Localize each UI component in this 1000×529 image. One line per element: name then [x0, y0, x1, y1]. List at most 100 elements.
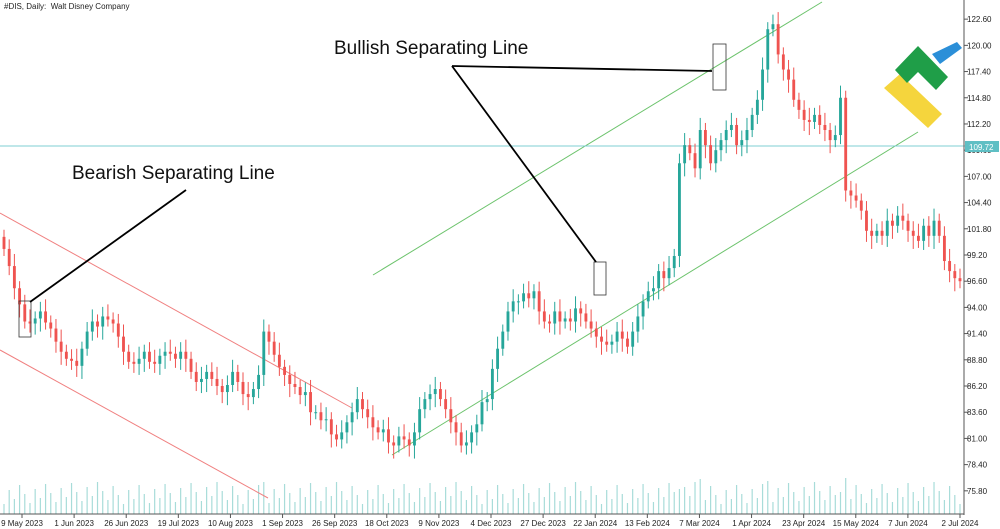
volume-bar [699, 479, 701, 514]
candle-body [823, 124, 827, 131]
price-tick-label: 88.80 [967, 356, 988, 365]
volume-bar [294, 502, 296, 514]
volume-bar [96, 482, 99, 514]
candle-body [433, 389, 437, 395]
candle-body [496, 348, 500, 369]
candle-body [865, 210, 868, 231]
volume-bar [917, 501, 920, 514]
logo-blue-shape [932, 42, 962, 64]
volume-bar [611, 499, 613, 514]
candle-body [361, 399, 364, 410]
candle-body [122, 336, 125, 352]
volume-bar [855, 485, 857, 514]
volume-bar [834, 495, 836, 514]
logo-green-shape [895, 46, 948, 90]
price-tick-label: 83.60 [967, 408, 988, 417]
candle-body [329, 419, 333, 435]
candle-body [96, 321, 99, 327]
volume-bar [13, 499, 15, 514]
volume-bar [881, 484, 883, 514]
volume-bar [206, 487, 208, 514]
candle-body [709, 145, 713, 164]
candle-body [402, 436, 406, 440]
volume-bar [574, 482, 577, 514]
volume-bar [496, 485, 499, 514]
volume-bar [309, 483, 312, 514]
candle-body [745, 130, 749, 141]
volume-bar [621, 494, 623, 514]
candle-body [714, 150, 718, 164]
volume-bar [512, 489, 514, 514]
volume-bar [44, 484, 47, 514]
candle-body [387, 429, 390, 443]
candle-body [693, 153, 697, 169]
volume-bar [346, 500, 348, 514]
candle-body [28, 321, 32, 324]
candle-body [792, 79, 796, 100]
bullish-highlight-box-jan [593, 261, 607, 296]
candle-body [896, 215, 900, 226]
volume-bar [533, 502, 535, 514]
level-label-box [965, 141, 999, 152]
volume-bar [70, 483, 73, 514]
volume-bar [18, 485, 21, 514]
candle-body [44, 311, 47, 323]
volume-bar [486, 490, 488, 514]
volume-bar [787, 483, 790, 514]
candle-body [594, 328, 598, 337]
highlight-boxes [18, 43, 727, 338]
candle-body [844, 97, 848, 191]
volume-bar [871, 489, 873, 514]
candle-body [667, 268, 671, 279]
volume-bar [29, 503, 31, 514]
volume-bar [304, 497, 306, 514]
volume-bar [211, 496, 213, 514]
candle-body [449, 409, 453, 423]
trend-channels [0, 1, 919, 499]
candle-body [459, 432, 463, 446]
volume-bar [658, 488, 660, 514]
candle-body [797, 99, 801, 110]
candle-body [771, 24, 775, 30]
volume-bar [268, 503, 270, 514]
candle-body [719, 140, 723, 151]
level-label-text: 109.72 [969, 143, 994, 152]
volume-bar [325, 487, 327, 514]
candle-body [563, 318, 567, 322]
candle-body [652, 288, 655, 292]
volume-bar [154, 489, 156, 514]
volume-bar [756, 498, 758, 514]
candle-body [641, 301, 645, 317]
volume-bar [273, 489, 275, 514]
candle-body [345, 422, 349, 433]
volume-bar [200, 501, 203, 514]
candle-body [90, 321, 94, 332]
candle-body [153, 361, 157, 364]
candle-body [724, 130, 728, 141]
volume-bar [938, 491, 940, 514]
candle-body [522, 293, 525, 302]
price-tick-label: 94.00 [967, 303, 988, 312]
candle-body [220, 386, 224, 393]
price-tick-label: 112.20 [967, 120, 991, 129]
volume-bar [476, 495, 478, 514]
candle-body [729, 124, 733, 131]
volume-bar [112, 486, 114, 514]
candle-body [200, 378, 203, 382]
candle-body [288, 374, 292, 384]
volume-bar [819, 491, 821, 514]
time-tick-label: 15 May 2024 [833, 519, 880, 528]
candle-body [542, 311, 546, 322]
volume-bar [372, 499, 374, 514]
candle-body [49, 322, 53, 329]
volume-bar [81, 501, 83, 514]
volume-bar [434, 492, 436, 514]
candles [2, 12, 962, 459]
volume-bars [3, 478, 961, 514]
time-tick-label: 13 Feb 2024 [625, 519, 670, 528]
price-tick-label: 78.40 [967, 461, 988, 470]
volume-bar [257, 485, 260, 514]
candle-body [917, 235, 920, 241]
candle-body [75, 360, 79, 366]
